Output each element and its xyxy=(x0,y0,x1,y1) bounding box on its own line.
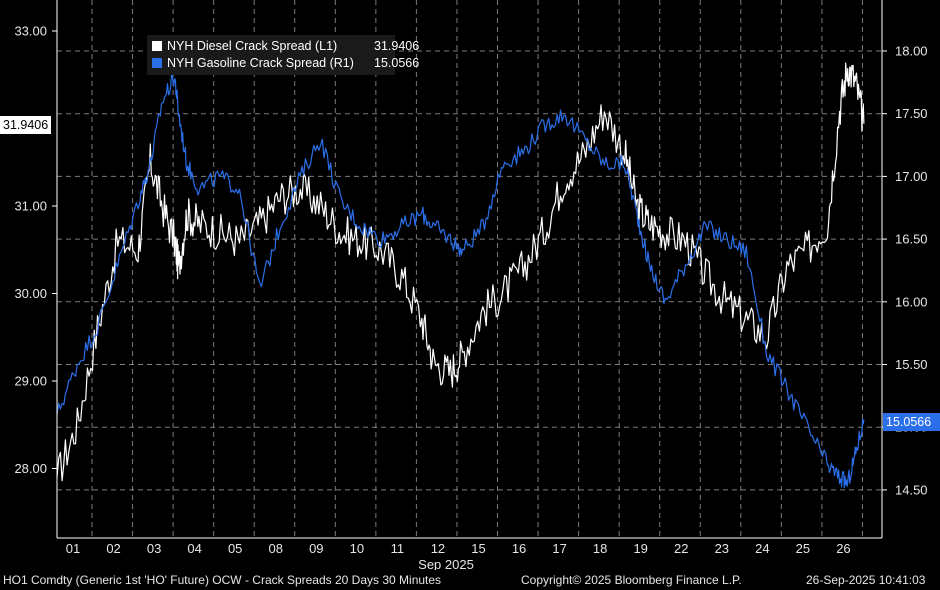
x-tick-label: 16 xyxy=(512,541,526,556)
series-lines xyxy=(56,62,865,489)
footer-timestamp: 26-Sep-2025 10:41:03 xyxy=(806,573,926,587)
y-tick-label-right: 16.50 xyxy=(895,232,928,247)
legend-value-gasoline: 15.0566 xyxy=(374,56,420,70)
chart: 28.0029.0030.0031.0033.0014.5015.0015.50… xyxy=(14,0,928,571)
y-tick-label-right: 15.50 xyxy=(895,357,928,372)
footer-description: HO1 Comdty (Generic 1st 'HO' Future) OCW… xyxy=(3,573,442,587)
y-tick-label-left: 31.00 xyxy=(14,199,47,214)
y-tick-label-right: 16.00 xyxy=(895,294,928,309)
footer-copyright: Copyright© 2025 Bloomberg Finance L.P. xyxy=(521,573,742,587)
y-tick-label-left: 28.00 xyxy=(14,461,47,476)
y-tick-label-right: 17.50 xyxy=(895,106,928,121)
legend-item-gasoline: NYH Gasoline Crack Spread (R1) 15.0566 xyxy=(152,54,419,72)
x-tick-label: 26 xyxy=(836,541,850,556)
x-tick-label: 05 xyxy=(228,541,242,556)
grid xyxy=(57,0,882,538)
x-tick-label: 23 xyxy=(715,541,729,556)
legend-item-diesel: NYH Diesel Crack Spread (L1) 31.9406 xyxy=(152,37,419,55)
x-axis-label: Sep 2025 xyxy=(418,557,474,570)
x-tick-label: 04 xyxy=(187,541,201,556)
x-tick-label: 12 xyxy=(431,541,445,556)
legend-swatch-diesel xyxy=(152,41,162,51)
last-value-tag-gasoline: 15.0566 xyxy=(883,413,940,431)
y-tick-label-left: 29.00 xyxy=(14,374,47,389)
x-tick-label: 02 xyxy=(106,541,120,556)
x-tick-label: 24 xyxy=(755,541,769,556)
x-tick-label: 03 xyxy=(147,541,161,556)
x-tick-label: 11 xyxy=(391,541,405,556)
tick-labels: 28.0029.0030.0031.0033.0014.5015.0015.50… xyxy=(14,24,927,571)
series-line-diesel xyxy=(56,62,865,482)
y-tick-label-right: 18.00 xyxy=(895,44,928,59)
y-tick-label-right: 17.00 xyxy=(895,169,928,184)
x-tick-label: 15 xyxy=(471,541,485,556)
legend-value-diesel: 31.9406 xyxy=(374,39,420,53)
x-tick-label: 22 xyxy=(674,541,688,556)
axes xyxy=(56,0,883,539)
last-value-tag-diesel: 31.9406 xyxy=(0,116,52,134)
legend-label-diesel: NYH Diesel Crack Spread (L1) xyxy=(167,39,338,53)
x-tick-label: 08 xyxy=(269,541,283,556)
y-tick-label-right: 14.50 xyxy=(895,482,928,497)
x-tick-label: 17 xyxy=(552,541,566,556)
x-tick-label: 25 xyxy=(796,541,810,556)
x-tick-label: 01 xyxy=(66,541,80,556)
legend-swatch-gasoline xyxy=(152,58,162,68)
legend: NYH Diesel Crack Spread (L1) 31.9406 NYH… xyxy=(147,35,419,75)
x-tick-label: 09 xyxy=(309,541,323,556)
x-tick-label: 18 xyxy=(593,541,607,556)
x-tick-label: 10 xyxy=(350,541,364,556)
y-tick-label-left: 33.00 xyxy=(14,24,47,39)
legend-label-gasoline: NYH Gasoline Crack Spread (R1) xyxy=(167,56,354,70)
y-tick-label-left: 30.00 xyxy=(14,286,47,301)
series-line-gasoline xyxy=(56,73,865,489)
x-tick-label: 19 xyxy=(633,541,647,556)
